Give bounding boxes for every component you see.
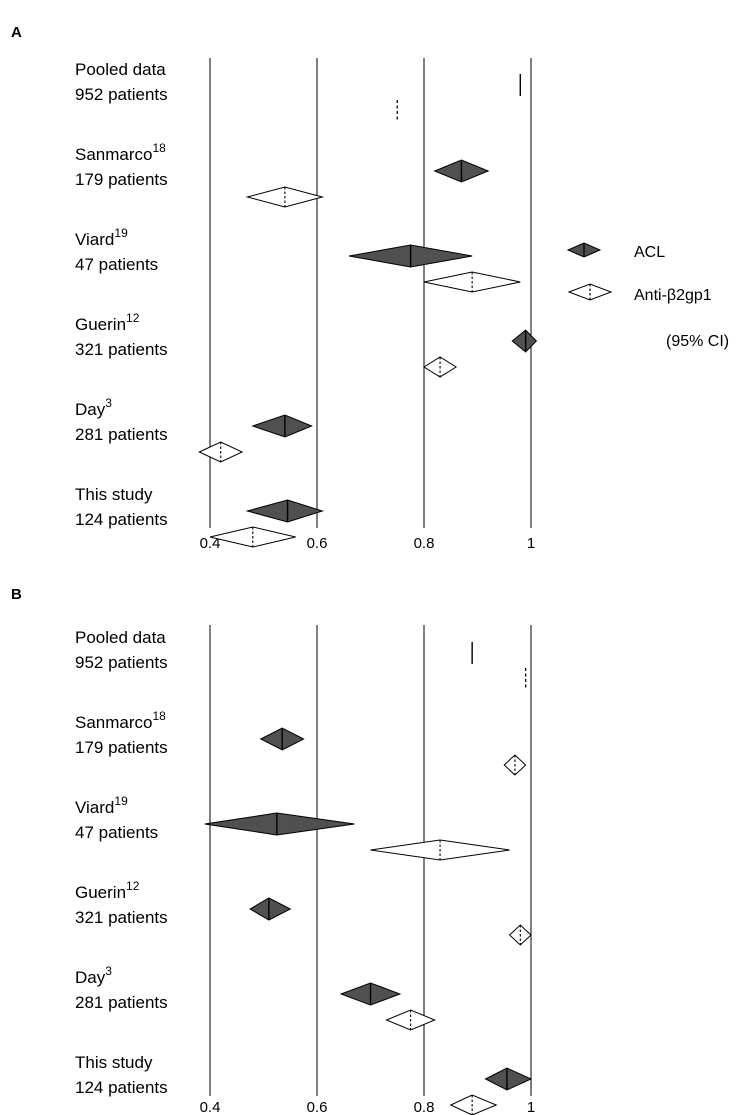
study-patients: 952 patients [75,653,168,672]
panel-label: A [11,24,22,41]
study-row: Pooled data 952 patients [75,628,527,690]
study-name: This study [75,485,153,504]
acl-diamond [484,1067,533,1091]
study-row: This study 124 patients [75,1053,533,1115]
study-reference-superscript: 12 [126,311,140,325]
study-reference-superscript: 3 [105,396,112,410]
x-tick-label: 0.4 [200,1099,221,1115]
acl-diamond [204,812,355,836]
study-row: Sanmarco18 179 patients [75,709,527,776]
acl-diamond [245,499,325,523]
x-tick-label: 1 [527,1099,535,1115]
study-row: Guerin12 321 patients [75,311,538,378]
x-tick-label: 0.6 [307,535,328,552]
study-reference-superscript: 18 [152,141,166,155]
study-name: Viard19 [75,794,128,817]
study-patients: 281 patients [75,993,168,1012]
acl-diamond [251,414,313,438]
acl-diamond [511,329,538,353]
study-row: Pooled data 952 patients [75,60,521,122]
x-tick-label: 0.6 [307,1099,328,1115]
legend-confidence-note: (95% CI) [666,333,729,350]
panels: A 0.4 0.6 0.8 1 Pooled data 952 patients Sanmar… [11,24,538,1115]
x-tick-label: 0.8 [414,535,435,552]
study-name: Pooled data [75,628,166,647]
study-patients: 124 patients [75,510,168,529]
study-name: Guerin12 [75,879,140,902]
study-row: This study 124 patients [75,485,325,548]
x-tick-label: 0.8 [414,1099,435,1115]
study-row: Viard19 47 patients [75,794,510,861]
study-patients: 321 patients [75,908,168,927]
study-name: Sanmarco18 [75,141,166,164]
study-reference-superscript: 3 [105,964,112,978]
study-name: Day3 [75,396,112,419]
study-reference-superscript: 18 [152,709,166,723]
study-row: Day3 281 patients [75,396,313,463]
legend-anti-b2gp1-label: Anti-β2gp1 [634,287,712,304]
study-name: Day3 [75,964,112,987]
study-row: Guerin12 321 patients [75,879,532,946]
study-name: Guerin12 [75,311,140,334]
study-name: This study [75,1053,153,1072]
study-row: Day3 281 patients [75,964,437,1031]
study-row: Viard19 47 patients [75,226,521,293]
panel-a: A 0.4 0.6 0.8 1 Pooled data 952 patients Sanmar… [11,24,538,552]
study-name: Sanmarco18 [75,709,166,732]
study-patients: 952 patients [75,85,168,104]
study-patients: 321 patients [75,340,168,359]
legend-anti-b2gp1-diamond [567,283,613,301]
study-reference-superscript: 19 [114,226,128,240]
x-tick-label: 0.4 [200,535,221,552]
study-reference-superscript: 12 [126,879,140,893]
legend-acl-label: ACL [634,244,665,261]
study-patients: 47 patients [75,255,158,274]
study-patients: 179 patients [75,738,168,757]
study-patients: 281 patients [75,425,168,444]
study-row: Sanmarco18 179 patients [75,141,490,208]
study-patients: 124 patients [75,1078,168,1097]
panel-b: B 0.4 0.6 0.8 1 Pooled data 952 patients Sanmar… [11,586,535,1115]
anti-b2gp1-diamond [449,1094,498,1115]
x-tick-label: 1 [527,535,535,552]
acl-diamond [249,897,292,921]
study-patients: 179 patients [75,170,168,189]
panel-label: B [11,586,22,603]
study-name: Pooled data [75,60,166,79]
study-reference-superscript: 19 [114,794,128,808]
legend: ACL Anti-β2gp1 (95% CI) [566,242,729,350]
study-name: Viard19 [75,226,128,249]
study-patients: 47 patients [75,823,158,842]
